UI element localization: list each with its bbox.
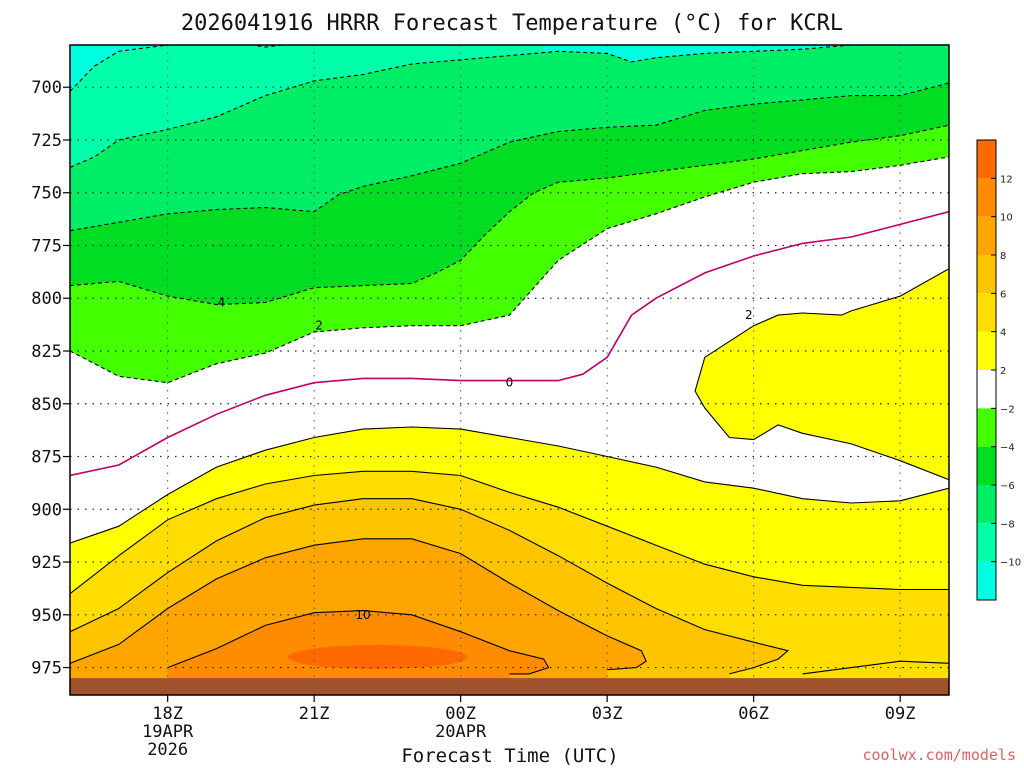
terrain-strip — [70, 678, 949, 695]
colorbar-swatch — [977, 331, 996, 370]
colorbar-swatch — [977, 216, 996, 255]
isotherm-0 — [70, 210, 949, 477]
plot-frame — [69, 44, 950, 696]
plot-area: 4 2 0 10 2 — [70, 45, 949, 695]
colorbar-label: 12 — [1000, 174, 1013, 185]
y-tick-label: 725 — [31, 131, 62, 151]
isotherm-2 — [694, 268, 949, 481]
colorbar-swatch — [977, 446, 996, 485]
colorbar-swatch — [977, 293, 996, 332]
y-tick-label: 775 — [31, 236, 62, 256]
colorbar-label: 4 — [1000, 328, 1006, 339]
isotherm-4 — [70, 470, 949, 595]
contour-label: 2 — [745, 308, 753, 322]
contour-label: 10 — [355, 608, 370, 622]
colorbar-label: −6 — [1000, 481, 1015, 492]
y-tick-label: 850 — [31, 395, 62, 415]
x-tick-date-label: 19APR — [142, 722, 194, 742]
colorbar-swatch — [977, 255, 996, 294]
isotherm-minus-6 — [70, 82, 949, 232]
colorbar-swatch — [977, 523, 996, 562]
y-tick-label: 900 — [31, 500, 62, 520]
x-axis-label: Forecast Time (UTC) — [401, 745, 618, 767]
x-tick-label: 18Z — [152, 704, 183, 724]
band-12c-core — [287, 645, 468, 670]
colorbar-label: −8 — [1000, 519, 1015, 530]
colorbar-swatch — [977, 178, 996, 217]
colorbar-label: −4 — [1000, 443, 1015, 454]
colorbar: 12 10 8 6 4 2 −2 −4 −6 −8 −10 — [976, 139, 1021, 601]
x-tick-label: 00Z — [445, 704, 476, 724]
colorbar-swatch — [977, 370, 996, 409]
isotherm-8 — [70, 538, 647, 671]
colorbar-label: −10 — [1000, 558, 1021, 569]
contour-label: 2 — [315, 319, 323, 333]
colorbar-label: −2 — [1000, 404, 1015, 415]
colorbar-label: 6 — [1000, 289, 1006, 300]
x-tick-label: 03Z — [592, 704, 623, 724]
contour-label: 0 — [506, 376, 514, 390]
band-minus-4-to-minus-2 — [70, 125, 949, 383]
x-tick-label: 06Z — [738, 704, 769, 724]
y-tick-label: 825 — [31, 342, 62, 362]
credit-text: coolwx.com/models — [862, 746, 1016, 764]
colorbar-label: 10 — [1000, 213, 1013, 224]
isotherm-6 — [70, 498, 790, 675]
axes: 70072575077580082585087590092595097518Z1… — [31, 44, 950, 760]
y-tick-label: 700 — [31, 78, 62, 98]
x-tick-label: 09Z — [885, 704, 916, 724]
isotherm-10 — [167, 610, 550, 675]
y-tick-label: 975 — [31, 659, 62, 679]
x-tick-date-label: 20APR — [435, 722, 487, 742]
contour-label: 4 — [218, 295, 226, 309]
colorbar-label: 2 — [1000, 366, 1006, 377]
y-tick-label: 950 — [31, 606, 62, 626]
x-tick-label: 21Z — [299, 704, 330, 724]
isotherm-minus-2 — [70, 156, 949, 384]
y-tick-label: 925 — [31, 553, 62, 573]
isotherm-minus-4 — [70, 124, 949, 306]
y-tick-label: 750 — [31, 184, 62, 204]
isotherm-2 — [70, 426, 949, 544]
warm-pocket-2c — [695, 268, 949, 480]
y-tick-label: 875 — [31, 448, 62, 468]
colorbar-swatch — [977, 408, 996, 447]
y-tick-label: 800 — [31, 289, 62, 309]
isotherm-minus-8 — [70, 45, 856, 168]
colorbar-label: 8 — [1000, 251, 1006, 262]
isotherm-minus-10 — [70, 45, 286, 92]
colorbar-swatch — [977, 485, 996, 524]
x-tick-date-label: 2026 — [147, 740, 188, 760]
colorbar-swatch — [977, 140, 996, 179]
chart-title: 2026041916 HRRR Forecast Temperature (°C… — [181, 11, 843, 36]
colorbar-swatch — [977, 561, 996, 600]
isotherm-2 — [802, 660, 949, 675]
